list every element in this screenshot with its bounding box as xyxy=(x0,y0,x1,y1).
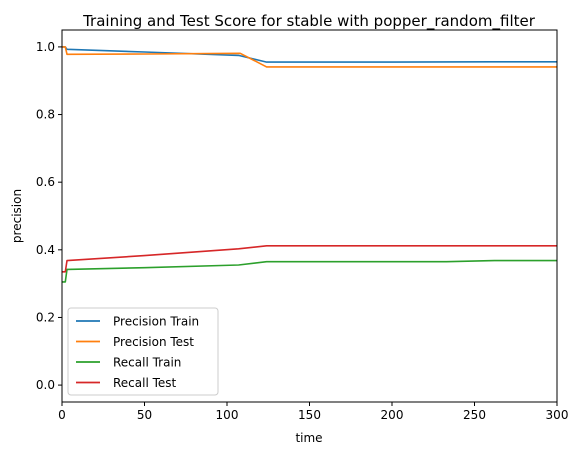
y-axis-label: precision xyxy=(10,189,24,243)
legend-label: Recall Test xyxy=(113,376,177,390)
legend: Precision Train Precision Test Recall Trai… xyxy=(67,307,219,396)
legend-label: Recall Train xyxy=(113,356,181,370)
legend-label: Precision Train xyxy=(113,315,199,329)
y-tick-label: 0.8 xyxy=(36,108,55,122)
x-tick-label: 100 xyxy=(216,408,239,422)
x-tick-label: 150 xyxy=(298,408,321,422)
x-tick-label: 300 xyxy=(546,408,569,422)
y-tick-label: 0.0 xyxy=(36,378,55,392)
series-line-precision-test xyxy=(62,46,557,68)
y-tick-label: 1.0 xyxy=(36,40,55,54)
x-tick-label: 50 xyxy=(137,408,152,422)
axis-ticks: 0 50 100 150 200 250 300 0.0 0.2 0.4 0.6 0.8 1.0 xyxy=(36,40,569,422)
chart-title: Training and Test Score for stable with … xyxy=(82,12,536,31)
series-line-recall-test xyxy=(62,245,557,273)
y-tick-label: 0.6 xyxy=(36,175,55,189)
x-axis-label: time xyxy=(295,431,322,445)
y-tick-label: 0.4 xyxy=(36,243,55,257)
x-tick-label: 0 xyxy=(58,408,66,422)
x-tick-label: 250 xyxy=(463,408,486,422)
series-lines xyxy=(62,46,557,283)
legend-box xyxy=(67,307,219,396)
series-line-recall-train xyxy=(62,259,557,283)
legend-label: Precision Test xyxy=(113,335,194,349)
x-tick-label: 200 xyxy=(381,408,404,422)
plot-frame xyxy=(61,29,558,403)
y-tick-label: 0.2 xyxy=(36,310,55,324)
